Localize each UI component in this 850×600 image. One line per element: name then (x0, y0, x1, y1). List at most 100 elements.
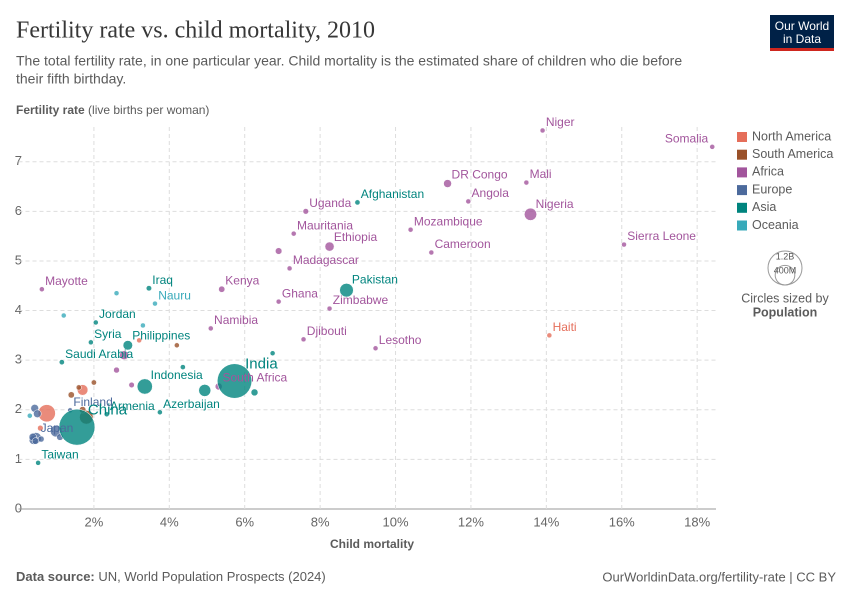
point-label: Zimbabwe (333, 293, 389, 307)
legend-swatch (737, 220, 747, 231)
point-label: Saudi Arabia (65, 347, 133, 361)
bubble (93, 319, 99, 326)
y-tick-label: 0 (15, 500, 22, 515)
bubble (39, 286, 45, 292)
bubble (35, 460, 41, 466)
bubble (37, 435, 45, 443)
y-tick-label: 4 (15, 302, 22, 317)
bubble (113, 366, 120, 374)
point-label: China (88, 401, 128, 418)
source-label: Data source: (16, 569, 95, 584)
bubble (339, 283, 354, 298)
bubble (275, 247, 283, 255)
y-tick-label: 3 (15, 352, 22, 367)
bubble (709, 144, 715, 150)
bubble (67, 391, 75, 399)
legend-label: Europe (752, 182, 792, 196)
logo-text: in Data (783, 32, 821, 46)
point-label: Mozambique (414, 214, 483, 228)
bubble (300, 336, 307, 343)
y-tick-label: 7 (15, 153, 22, 168)
x-tick-label: 4% (160, 514, 179, 529)
bubble (37, 425, 44, 432)
point-label: Djibouti (307, 324, 347, 338)
bubble (546, 332, 553, 339)
bubble (290, 230, 297, 237)
legend-swatch (737, 167, 747, 178)
x-tick-label: 8% (311, 514, 330, 529)
bubble (465, 198, 472, 205)
bubble (302, 208, 309, 215)
chart-title: Fertility rate vs. child mortality, 2010 (16, 18, 375, 44)
x-tick-label: 6% (235, 514, 254, 529)
logo-bar (770, 48, 834, 51)
y-tick-label: 2 (15, 401, 22, 416)
point-label: Afghanistan (361, 187, 424, 201)
bubble (621, 241, 627, 248)
point-label: India (245, 356, 278, 373)
point-label: Madagascar (293, 253, 359, 267)
bubble (407, 226, 414, 233)
legend-swatch (737, 149, 747, 160)
bubble (286, 265, 293, 272)
y-tick-label: 1 (15, 451, 22, 466)
bubble (91, 379, 97, 386)
point-label: Azerbaijan (163, 397, 220, 411)
point-label: Indonesia (151, 368, 203, 382)
bubble (136, 378, 153, 395)
bubble (250, 388, 259, 397)
y-tick-label: 6 (15, 203, 22, 218)
point-label: Ethiopia (334, 230, 378, 244)
x-tick-label: 2% (85, 514, 104, 529)
point-label: Taiwan (41, 448, 78, 462)
bubble (103, 411, 110, 417)
point-label: South Africa (222, 371, 287, 385)
bubble (539, 127, 546, 134)
x-tick-label: 18% (684, 514, 710, 529)
bubble (31, 437, 40, 445)
legend-label: Oceania (752, 218, 799, 232)
bubble (128, 381, 135, 389)
logo[interactable] (770, 15, 834, 51)
point-label: Pakistan (352, 272, 398, 286)
subtitle: their fifth birthday. (16, 71, 126, 87)
point-label: Kenya (225, 274, 259, 288)
x-tick-label: 16% (609, 514, 635, 529)
x-tick-label: 12% (458, 514, 484, 529)
point-label: Cameroon (435, 237, 491, 251)
bubble (524, 207, 537, 221)
bubble (140, 322, 146, 329)
logo-text: Our World (775, 19, 829, 33)
point-label: Lesotho (379, 333, 422, 347)
bubble (198, 384, 212, 397)
point-label: Japan (41, 421, 74, 435)
y-axis-label: Fertility rate (live births per woman) (16, 103, 209, 117)
bubble (122, 340, 133, 351)
legend-label: Africa (752, 165, 784, 179)
source: Data source: UN, World Population Prospe… (16, 569, 326, 584)
point-label: Mali (530, 167, 552, 181)
bubble (58, 408, 96, 446)
url[interactable]: OurWorldinData.org/fertility-rate | CC B… (602, 569, 836, 584)
bubble (326, 305, 333, 312)
x-tick-label: 10% (383, 514, 409, 529)
bubble (136, 337, 142, 344)
bubble (146, 285, 152, 292)
bubble (443, 179, 452, 188)
bubble (174, 342, 180, 349)
bubble (88, 339, 94, 346)
legend-label: South America (752, 147, 833, 161)
x-tick-label: 14% (533, 514, 559, 529)
point-label: Haiti (553, 320, 577, 334)
point-label: Sierra Leone (627, 229, 696, 243)
y-axis-title: Fertility rate (16, 103, 85, 117)
bubble (269, 350, 276, 356)
bubble (324, 241, 335, 252)
point-label: Somalia (665, 132, 709, 146)
y-tick-label: 5 (15, 252, 22, 267)
bubble (180, 364, 186, 370)
point-label: Finland (73, 395, 112, 409)
point-label: Iraq (152, 273, 173, 287)
legend-swatch (737, 202, 747, 213)
